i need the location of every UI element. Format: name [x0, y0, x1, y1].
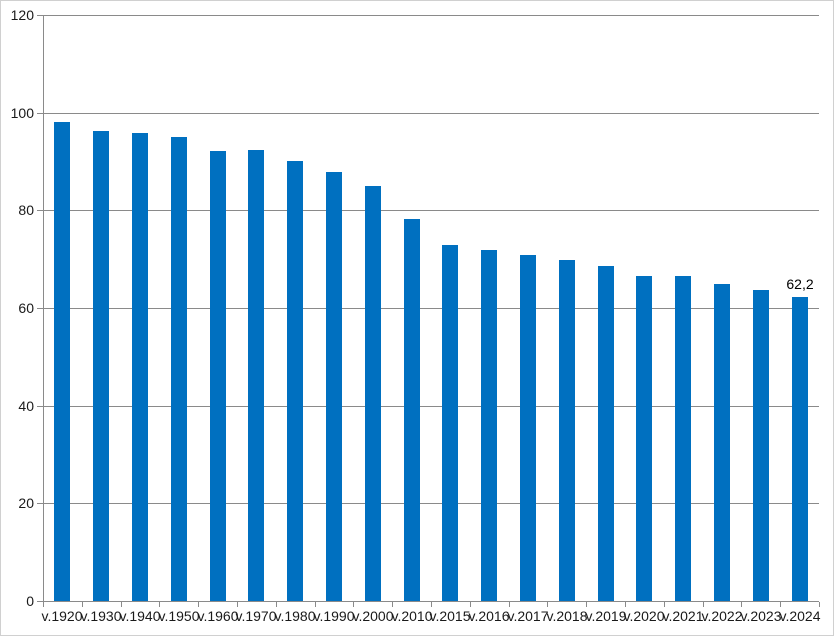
x-axis-tick: [780, 602, 781, 607]
x-axis-tick: [625, 602, 626, 607]
y-tick-label: 100: [10, 105, 34, 121]
x-tick-label: v.1940: [119, 608, 161, 624]
gridline: [37, 308, 819, 309]
x-tick-label: v.2000: [352, 608, 394, 624]
x-axis-tick: [237, 602, 238, 607]
bar-v.2000: [365, 186, 381, 601]
bar-v.1960: [210, 151, 226, 601]
x-axis-tick: [586, 602, 587, 607]
x-axis-tick: [82, 602, 83, 607]
gridline: [37, 15, 819, 16]
gridline: [37, 210, 819, 211]
bar-v.2020: [636, 276, 652, 601]
x-axis-tick: [664, 602, 665, 607]
bar-v.2019: [598, 266, 614, 601]
y-tick-label: 40: [18, 398, 34, 414]
x-tick-label: v.2023: [740, 608, 782, 624]
bar-v.1950: [171, 137, 187, 601]
x-tick-label: v.1970: [235, 608, 277, 624]
bar-v.2018: [559, 260, 575, 601]
x-axis-tick: [703, 602, 704, 607]
x-tick-label: v.2020: [623, 608, 665, 624]
x-axis-tick: [353, 602, 354, 607]
x-tick-label: v.2019: [585, 608, 627, 624]
bar-v.2015: [442, 245, 458, 601]
x-tick-label: v.2022: [701, 608, 743, 624]
x-tick-label: v.1920: [41, 608, 83, 624]
x-tick-label: v.2010: [391, 608, 433, 624]
y-axis-line: [43, 15, 44, 602]
bar-v.1930: [93, 131, 109, 601]
x-tick-label: v.2024: [779, 608, 821, 624]
x-axis-tick: [159, 602, 160, 607]
x-tick-label: v.1950: [158, 608, 200, 624]
y-tick-label: 80: [18, 202, 34, 218]
x-axis-tick: [392, 602, 393, 607]
bar-v.2017: [520, 255, 536, 601]
gridline: [37, 406, 819, 407]
bar-v.2023: [753, 290, 769, 601]
x-axis-tick: [547, 602, 548, 607]
y-tick-label: 60: [18, 300, 34, 316]
x-tick-label: v.1960: [197, 608, 239, 624]
x-axis-tick: [276, 602, 277, 607]
x-tick-label: v.2018: [546, 608, 588, 624]
bar-v.1920: [54, 122, 70, 601]
x-tick-label: v.2015: [429, 608, 471, 624]
x-tick-label: v.1980: [274, 608, 316, 624]
x-axis-tick: [431, 602, 432, 607]
bar-v.1970: [248, 150, 264, 601]
x-tick-label: v.1990: [313, 608, 355, 624]
bar-v.1940: [132, 133, 148, 601]
y-tick-label: 0: [26, 593, 34, 609]
x-axis-tick: [315, 602, 316, 607]
bar-v.2016: [481, 250, 497, 601]
bar-v.2022: [714, 284, 730, 601]
bar-v.2024: [792, 297, 808, 601]
x-axis-tick: [43, 602, 44, 607]
gridline: [37, 113, 819, 114]
data-label: 62,2: [786, 276, 814, 292]
bar-v.2021: [675, 276, 691, 601]
y-tick-label: 20: [18, 495, 34, 511]
x-axis-tick: [819, 602, 820, 607]
x-tick-label: v.2021: [662, 608, 704, 624]
bar-v.1980: [287, 161, 303, 601]
x-axis-tick: [121, 602, 122, 607]
bar-v.2010: [404, 219, 420, 601]
gridline: [37, 503, 819, 504]
bar-v.1990: [326, 172, 342, 601]
y-tick-label: 120: [10, 7, 34, 23]
x-axis-tick: [198, 602, 199, 607]
x-tick-label: v.1930: [80, 608, 122, 624]
x-axis-tick: [470, 602, 471, 607]
x-tick-label: v.2017: [507, 608, 549, 624]
x-axis-line: [37, 601, 819, 602]
x-tick-label: v.2016: [468, 608, 510, 624]
x-axis-tick: [509, 602, 510, 607]
x-axis-tick: [741, 602, 742, 607]
